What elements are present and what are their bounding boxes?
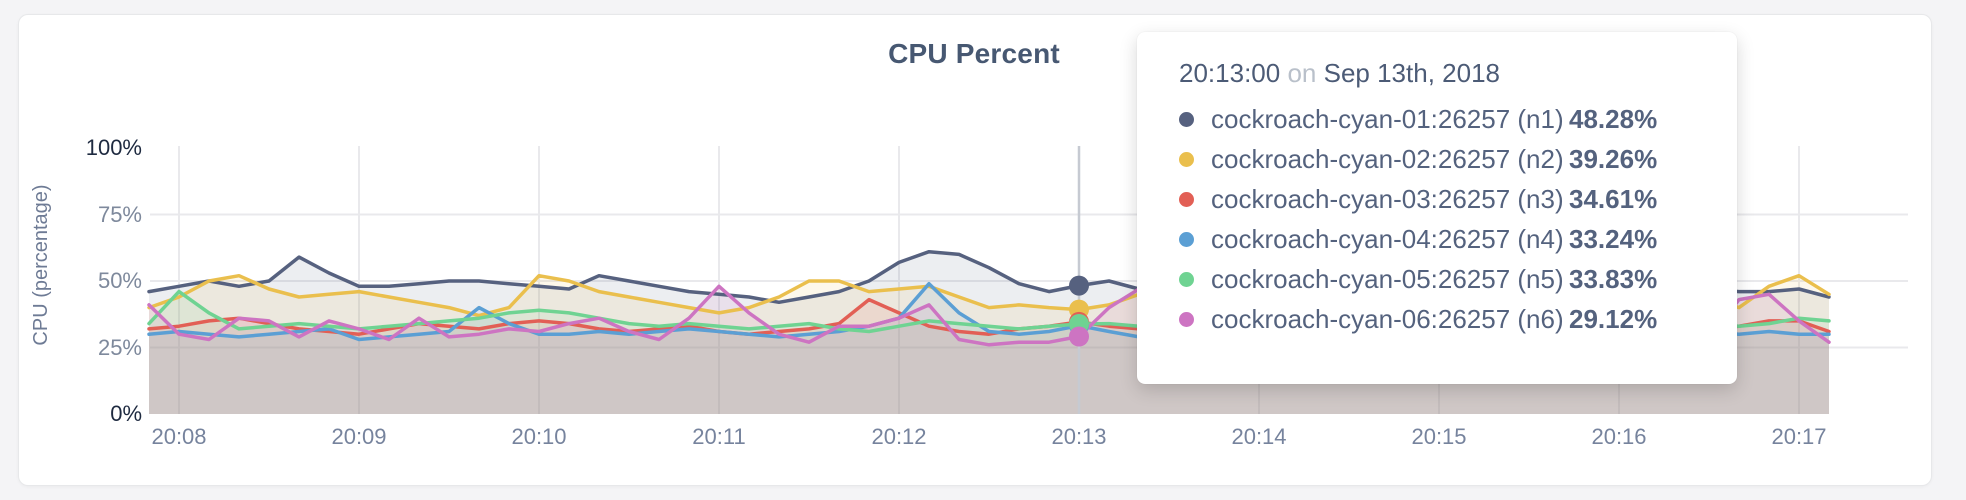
hover-dot <box>1069 275 1089 296</box>
tooltip-row: cockroach-cyan-06:26257 (n6) 29.12% <box>1179 299 1697 339</box>
series-color-dot-icon <box>1179 271 1194 287</box>
tooltip-series-value: 33.83% <box>1569 263 1658 294</box>
hover-dot <box>1069 326 1089 347</box>
x-tick-label: 20:14 <box>1231 424 1287 449</box>
series-color-dot-icon <box>1179 311 1194 327</box>
y-tick-label: 50% <box>97 268 142 293</box>
series-color-dot-icon <box>1179 191 1194 207</box>
tooltip-series-label: cockroach-cyan-01:26257 (n1) <box>1211 103 1564 134</box>
tooltip-row: cockroach-cyan-05:26257 (n5) 33.83% <box>1179 259 1697 299</box>
y-tick-label: 75% <box>97 201 142 227</box>
x-tick-label: 20:09 <box>331 424 387 449</box>
tooltip-row: cockroach-cyan-04:26257 (n4) 33.24% <box>1179 219 1697 259</box>
x-tick-label: 20:16 <box>1591 424 1647 449</box>
x-tick-label: 20:11 <box>692 424 746 449</box>
tooltip-series-label: cockroach-cyan-02:26257 (n2) <box>1211 143 1564 174</box>
tooltip-series-value: 34.61% <box>1569 183 1658 214</box>
tooltip-row: cockroach-cyan-01:26257 (n1) 48.28% <box>1179 99 1697 139</box>
tooltip-series-value: 33.24% <box>1569 223 1658 254</box>
x-tick-label: 20:15 <box>1411 424 1467 449</box>
tooltip-series-label: cockroach-cyan-03:26257 (n3) <box>1211 183 1564 214</box>
x-tick-label: 20:12 <box>871 424 927 449</box>
tooltip-header: 20:13:00 on Sep 13th, 2018 <box>1179 58 1697 89</box>
tooltip-series-label: cockroach-cyan-05:26257 (n5) <box>1211 263 1564 294</box>
y-tick-label: 100% <box>85 135 142 160</box>
y-tick-label: 0% <box>110 401 142 426</box>
hover-tooltip: 20:13:00 on Sep 13th, 2018 cockroach-cya… <box>1137 32 1737 384</box>
tooltip-rows: cockroach-cyan-01:26257 (n1) 48.28% cockro… <box>1179 99 1697 339</box>
x-tick-label: 20:17 <box>1771 424 1827 449</box>
tooltip-row: cockroach-cyan-02:26257 (n2) 39.26% <box>1179 139 1697 179</box>
x-tick-label: 20:13 <box>1051 424 1107 449</box>
y-tick-label: 25% <box>97 334 142 360</box>
series-color-dot-icon <box>1179 231 1194 247</box>
chart-title: CPU Percent <box>888 38 1060 69</box>
tooltip-series-value: 39.26% <box>1569 143 1658 174</box>
tooltip-series-label: cockroach-cyan-06:26257 (n6) <box>1211 303 1564 334</box>
tooltip-series-value: 29.12% <box>1569 303 1658 334</box>
series-color-dot-icon <box>1179 151 1194 167</box>
tooltip-date: Sep 13th, 2018 <box>1323 58 1500 88</box>
tooltip-series-value: 48.28% <box>1569 103 1658 134</box>
series-area <box>149 299 1829 414</box>
x-tick-label: 20:10 <box>511 424 567 449</box>
tooltip-time: 20:13:00 <box>1179 58 1281 88</box>
x-tick-label: 20:08 <box>151 424 207 449</box>
tooltip-on-word: on <box>1287 58 1317 88</box>
tooltip-series-label: cockroach-cyan-04:26257 (n4) <box>1211 223 1564 254</box>
series-color-dot-icon <box>1179 111 1194 127</box>
tooltip-row: cockroach-cyan-03:26257 (n3) 34.61% <box>1179 179 1697 219</box>
